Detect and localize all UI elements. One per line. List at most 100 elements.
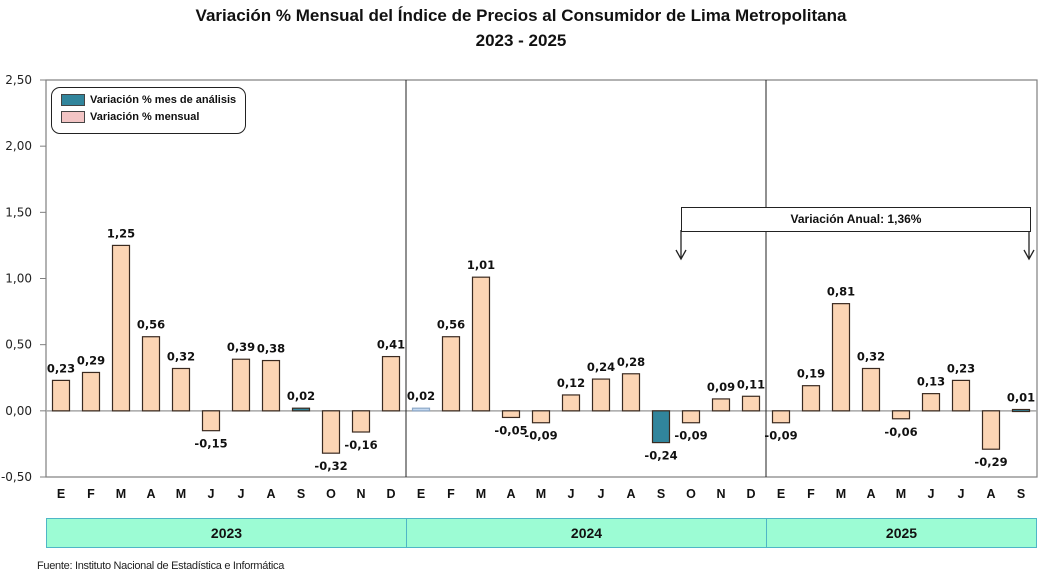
data-label: 0,02 xyxy=(407,389,435,403)
bar xyxy=(681,410,701,424)
bar xyxy=(351,410,371,433)
data-label: 0,29 xyxy=(77,353,105,367)
month-label: F xyxy=(87,487,95,501)
y-tick-label: 2,00 xyxy=(5,139,32,153)
bar xyxy=(201,410,221,432)
month-label: A xyxy=(626,487,635,501)
bar xyxy=(411,407,431,412)
bar xyxy=(981,410,1001,450)
data-label: 0,32 xyxy=(167,349,195,363)
data-label: -0,24 xyxy=(644,449,677,463)
data-label: 0,56 xyxy=(137,318,165,332)
month-label: J xyxy=(958,487,965,501)
data-labels: 0,230,291,250,560,32-0,150,39 0,380,02-0,… xyxy=(47,226,1035,473)
arrow-down-icon xyxy=(1023,249,1035,261)
legend-swatch-analysis xyxy=(61,94,85,106)
month-label: A xyxy=(146,487,155,501)
data-label: -0,32 xyxy=(314,459,347,473)
y-tick-label: 0,50 xyxy=(5,338,32,352)
data-label: 0,24 xyxy=(587,360,615,374)
legend-item-monthly: Variación % mensual xyxy=(61,111,199,123)
data-label: -0,06 xyxy=(884,425,917,439)
y-tick-label: 2,50 xyxy=(5,73,32,87)
data-label: -0,29 xyxy=(974,455,1007,469)
bar xyxy=(861,367,881,412)
bar xyxy=(381,355,401,412)
data-label: 0,02 xyxy=(287,389,315,403)
data-label: 0,01 xyxy=(1007,391,1035,405)
month-label: J xyxy=(598,487,605,501)
bar xyxy=(81,371,101,412)
bar xyxy=(741,395,761,412)
legend-label-analysis: Variación % mes de análisis xyxy=(90,94,237,106)
data-label: 0,41 xyxy=(377,338,405,352)
data-label: 0,56 xyxy=(437,318,465,332)
month-label: M xyxy=(536,487,546,501)
data-label: -0,09 xyxy=(764,429,797,443)
month-label: E xyxy=(417,487,425,501)
bar xyxy=(231,358,251,412)
year-band-2024: 2024 xyxy=(406,518,767,548)
month-label: J xyxy=(208,487,215,501)
month-label: J xyxy=(238,487,245,501)
month-label: E xyxy=(57,487,65,501)
month-label: J xyxy=(928,487,935,501)
month-label: A xyxy=(506,487,515,501)
month-label: M xyxy=(896,487,906,501)
month-label: N xyxy=(356,487,365,501)
bar xyxy=(261,359,281,412)
month-label: E xyxy=(777,487,785,501)
month-label: S xyxy=(297,487,305,501)
data-label: 0,23 xyxy=(947,361,975,375)
year-band-2025: 2025 xyxy=(766,518,1037,548)
y-tick-label: -0,50 xyxy=(1,470,32,484)
year-band-2023: 2023 xyxy=(46,518,407,548)
month-label: O xyxy=(326,487,336,501)
data-label: 0,23 xyxy=(47,361,75,375)
bar xyxy=(561,394,581,412)
month-label: M xyxy=(116,487,126,501)
y-tick-label: 1,50 xyxy=(5,205,32,219)
annual-variation-label: Variación Anual: 1,36% xyxy=(681,207,1031,232)
data-label: 1,01 xyxy=(467,258,495,272)
bar xyxy=(501,410,521,419)
month-label: D xyxy=(386,487,395,501)
data-label: 0,12 xyxy=(557,376,585,390)
bar xyxy=(831,303,851,412)
bar xyxy=(531,410,551,424)
y-tick-label: 0,00 xyxy=(5,404,32,418)
y-tick-label: 1,00 xyxy=(5,272,32,286)
month-label: D xyxy=(746,487,755,501)
month-label: F xyxy=(807,487,815,501)
data-label: -0,16 xyxy=(344,438,377,452)
month-label: M xyxy=(476,487,486,501)
bar xyxy=(591,378,611,412)
data-label: -0,05 xyxy=(494,423,527,437)
bar xyxy=(921,393,941,412)
legend-label-monthly: Variación % mensual xyxy=(90,111,200,123)
legend: Variación % mes de análisis Variación % … xyxy=(51,87,246,134)
y-axis-ticks: 2,50 2,00 1,50 1,00 0,50 0,00 -0,50 xyxy=(1,73,46,484)
bar xyxy=(771,410,791,424)
data-label: 0,13 xyxy=(917,375,945,389)
chart-subtitle: 2023 - 2025 xyxy=(475,31,567,50)
data-label: -0,15 xyxy=(194,437,227,451)
month-label: M xyxy=(176,487,186,501)
legend-swatch-monthly xyxy=(61,111,85,123)
month-label: F xyxy=(447,487,455,501)
bar xyxy=(471,276,491,412)
month-label: N xyxy=(716,487,725,501)
chart-title: Variación % Mensual del Índice de Precio… xyxy=(195,6,847,25)
month-label: S xyxy=(657,487,665,501)
bar xyxy=(441,336,461,412)
data-label: 0,28 xyxy=(617,355,645,369)
bar xyxy=(621,373,641,412)
data-label: 0,32 xyxy=(857,349,885,363)
data-label: 0,81 xyxy=(827,285,855,299)
month-label: O xyxy=(686,487,696,501)
data-label: 0,39 xyxy=(227,340,255,354)
legend-item-analysis: Variación % mes de análisis xyxy=(61,94,236,106)
month-label: M xyxy=(836,487,846,501)
